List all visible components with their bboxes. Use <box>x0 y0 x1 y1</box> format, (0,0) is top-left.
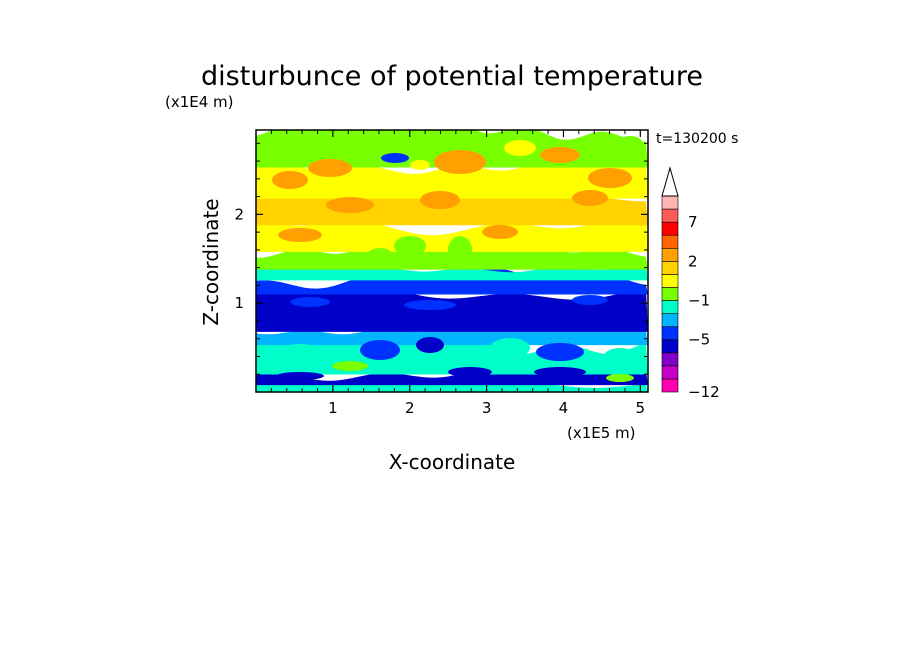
colorbar-segment <box>661 339 679 354</box>
contour-patch <box>536 343 584 361</box>
colorbar-segment <box>661 234 679 249</box>
contour-patch <box>360 340 400 360</box>
contour-patch <box>572 190 608 206</box>
colorbar-segment <box>661 195 679 210</box>
contour-patch <box>394 236 426 256</box>
contour-patch <box>448 236 472 264</box>
colorbar-label: −12 <box>688 383 720 401</box>
contour-patch <box>332 361 368 371</box>
contour-patch <box>618 136 642 148</box>
contour-patch <box>366 248 394 268</box>
colorbar-label: 2 <box>688 252 698 270</box>
colorbar-segment <box>661 208 679 223</box>
colorbar-segment <box>661 326 679 341</box>
contour-patch <box>454 347 486 363</box>
colorbar-segment <box>661 274 679 288</box>
x-unit-label: (x1E5 m) <box>567 424 636 442</box>
colorbar-segment <box>661 247 679 262</box>
colorbar-extend-arrow <box>661 166 679 197</box>
colorbar-segment <box>661 261 679 275</box>
contour-patch <box>604 348 636 364</box>
colorbar-segment <box>661 378 679 393</box>
colorbar-segment <box>661 287 679 301</box>
contour-patch <box>381 153 409 163</box>
colorbar-segment <box>661 352 679 367</box>
colorbar-segment <box>661 365 679 380</box>
contour-patch <box>434 150 486 174</box>
chart-title: disturbunce of potential temperature <box>201 61 703 92</box>
contour-patch <box>290 297 330 307</box>
contour-patch <box>588 168 632 188</box>
contour-patch <box>272 171 308 189</box>
colorbar-label: 7 <box>688 213 698 231</box>
contour-patch <box>504 140 536 156</box>
contour-patch <box>416 337 444 353</box>
contour-patch <box>276 372 324 380</box>
contour-patch <box>404 300 456 310</box>
x-tick-label: 1 <box>328 399 338 417</box>
colorbar: 7 2 −1 −5 −12 <box>661 166 720 401</box>
contour-patch <box>518 256 562 268</box>
plot-frame <box>255 129 649 393</box>
contour-patch <box>482 225 518 239</box>
colorbar-label: −5 <box>688 331 710 349</box>
contour-band <box>256 364 648 386</box>
y-axis-label: Z-coordinate <box>199 198 223 325</box>
x-tick-label: 3 <box>482 399 492 417</box>
y-axis: 12 <box>234 142 648 375</box>
y-unit-label: (x1E4 m) <box>165 93 234 111</box>
y-tick-label: 2 <box>234 205 244 223</box>
colorbar-segment <box>661 300 679 314</box>
contour-patch <box>410 160 430 170</box>
contour-patch <box>308 159 352 177</box>
x-tick-label: 2 <box>405 399 415 417</box>
contour-band <box>256 157 648 199</box>
contour-patch <box>266 146 294 158</box>
colorbar-segment <box>661 313 679 327</box>
x-tick-label: 5 <box>636 399 646 417</box>
contour-band <box>256 286 648 332</box>
contour-patch <box>540 147 580 163</box>
x-tick-label: 4 <box>559 399 569 417</box>
contour-patch <box>606 374 634 382</box>
contour-patch <box>534 367 586 377</box>
contour-field <box>256 130 648 392</box>
contour-patch <box>490 338 530 358</box>
colorbar-label: −1 <box>688 292 710 310</box>
contour-patch <box>326 197 374 213</box>
contour-band <box>256 266 648 295</box>
x-axis: 1 2 3 4 5 <box>270 130 646 417</box>
time-label: t=130200 s <box>656 131 738 147</box>
contour-patch <box>572 295 608 305</box>
colorbar-segment <box>661 221 679 236</box>
contour-patch <box>278 228 322 242</box>
contour-patch <box>448 367 492 377</box>
contour-patch <box>278 344 322 360</box>
y-tick-label: 1 <box>234 294 244 312</box>
x-axis-label: X-coordinate <box>389 450 516 474</box>
contour-patch <box>468 177 492 187</box>
contour-patch <box>420 191 460 209</box>
